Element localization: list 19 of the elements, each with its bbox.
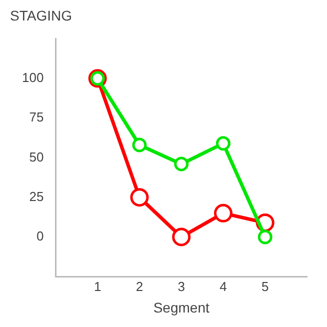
point bbox=[132, 138, 147, 152]
point bbox=[216, 136, 230, 151]
y-tick-label: 50 bbox=[29, 149, 44, 164]
y-tick-label: 0 bbox=[36, 228, 44, 244]
y-tick-label: 75 bbox=[29, 110, 44, 125]
x-axis-title: Segment bbox=[153, 299, 210, 316]
x-tick-label: 4 bbox=[220, 278, 227, 294]
point bbox=[174, 156, 189, 172]
x-tick-label: 2 bbox=[136, 278, 144, 294]
x-tick-label: 1 bbox=[94, 278, 102, 294]
y-tick-label: 25 bbox=[29, 188, 44, 204]
x-tick-label: 3 bbox=[178, 278, 185, 294]
point bbox=[258, 230, 272, 244]
point bbox=[130, 188, 149, 207]
point bbox=[172, 228, 191, 246]
chart-title: STAGING bbox=[10, 7, 72, 24]
x-tick-label: 5 bbox=[262, 278, 269, 294]
point bbox=[214, 204, 232, 222]
y-tick-label: 100 bbox=[22, 70, 44, 86]
